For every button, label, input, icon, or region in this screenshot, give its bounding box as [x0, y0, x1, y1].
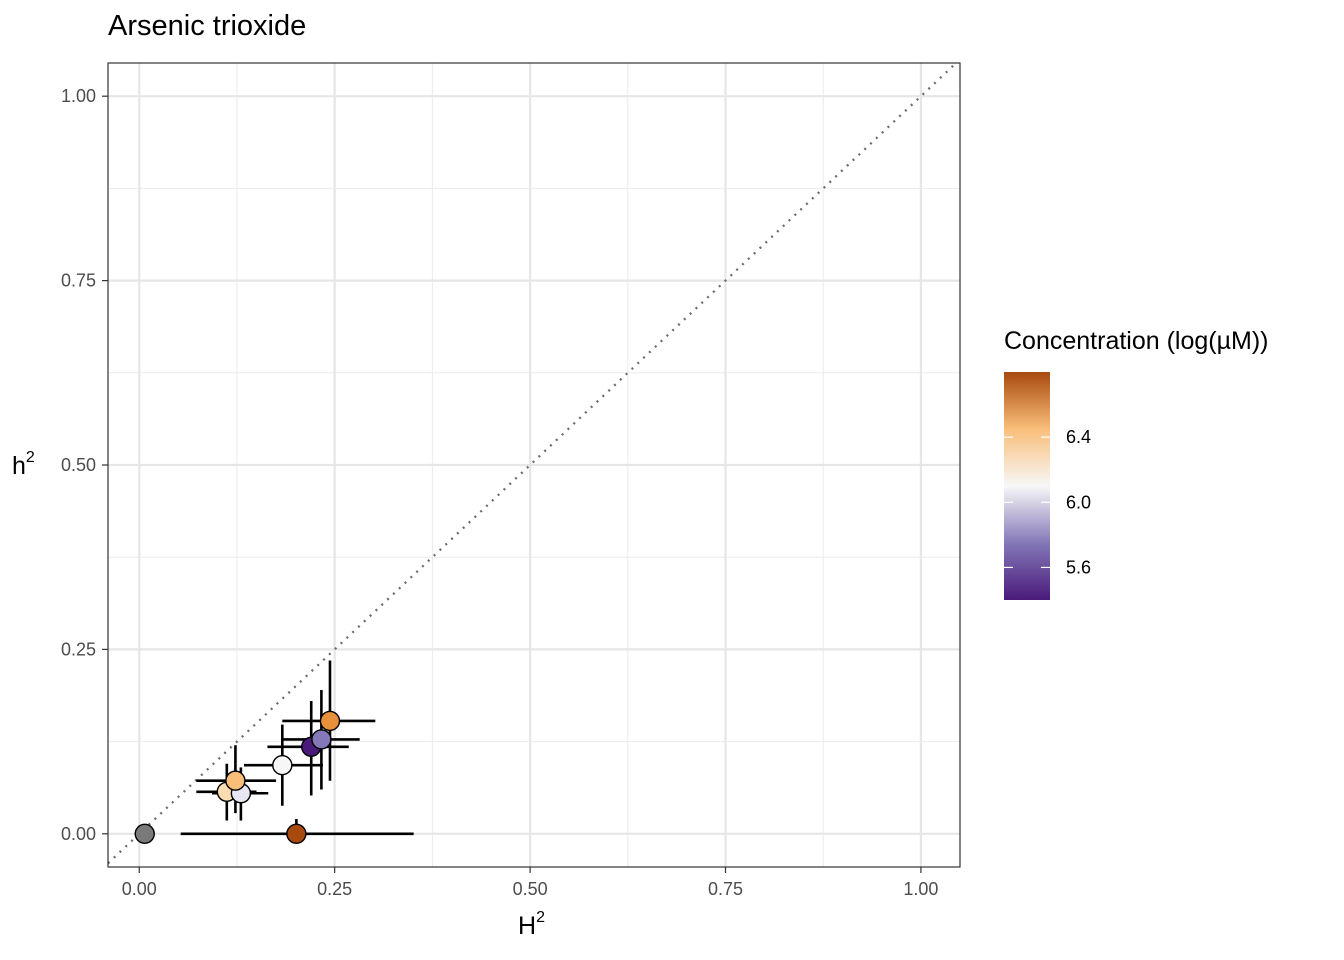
- y-tick-label: 0.00: [61, 824, 96, 844]
- colorbar-tick-label: 5.6: [1066, 557, 1091, 577]
- x-tick-label: 0.50: [513, 879, 548, 899]
- x-axis-label: H2: [518, 909, 545, 941]
- data-point: [272, 755, 293, 776]
- colorbar: [1004, 372, 1050, 600]
- data-point: [319, 710, 341, 732]
- y-tick-label: 0.25: [61, 639, 96, 659]
- major-gridlines: [108, 63, 960, 867]
- data-point: [225, 770, 246, 791]
- colorbar-ticks: 5.6 6.0 6.4: [1004, 427, 1091, 577]
- y-axis-label-text: h: [12, 452, 26, 480]
- legend-title: Concentration (log(µM)): [1004, 327, 1269, 355]
- chart-title: Arsenic trioxide: [108, 10, 307, 42]
- x-axis-label-superscript: 2: [536, 909, 545, 926]
- x-tick-label: 0.25: [317, 879, 352, 899]
- data-point: [134, 823, 155, 845]
- x-tick-label: 0.75: [708, 879, 743, 899]
- colorbar-tick-label: 6.0: [1066, 492, 1091, 512]
- data-point: [311, 729, 332, 750]
- x-tick-label: 0.00: [122, 879, 157, 899]
- y-axis-label: h2: [12, 449, 35, 481]
- y-axis-ticks: 0.00 0.25 0.50 0.75 1.00: [61, 86, 108, 844]
- colorbar-tick-label: 6.4: [1066, 427, 1091, 447]
- data-points: [134, 710, 341, 845]
- y-tick-label: 1.00: [61, 86, 96, 106]
- y-tick-label: 0.50: [61, 455, 96, 475]
- x-axis-ticks: 0.00 0.25 0.50 0.75 1.00: [122, 867, 938, 899]
- x-tick-label: 1.00: [903, 879, 938, 899]
- x-axis-label-text: H: [518, 912, 537, 940]
- data-point: [286, 823, 307, 845]
- y-axis-label-superscript: 2: [25, 449, 35, 466]
- y-tick-label: 0.75: [61, 271, 96, 291]
